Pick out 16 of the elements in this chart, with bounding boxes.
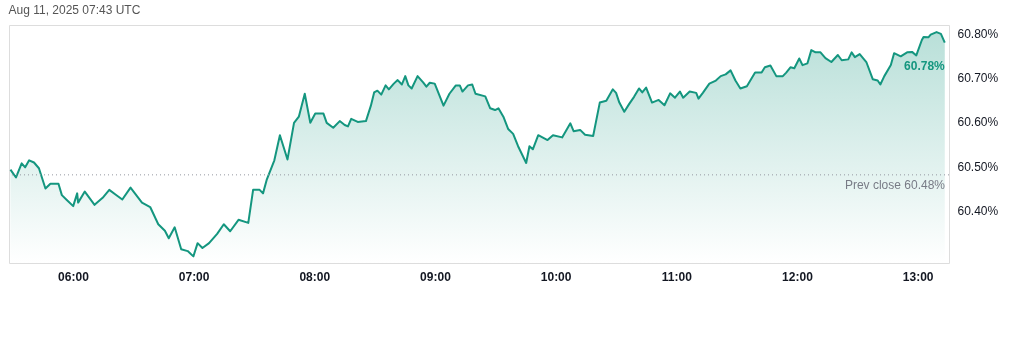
x-tick-label: 06:00 [58, 269, 90, 284]
y-tick-label: 60.80% [957, 27, 999, 42]
text: Aug 11, 2025 07:43 UTC [8, 3, 141, 17]
annotation: 60.78% [904, 58, 946, 73]
y-tick-label: 60.50% [957, 159, 999, 174]
x-tick-label: 09:00 [420, 269, 452, 284]
y-tick-label: 60.60% [957, 115, 999, 130]
x-tick-label: 10:00 [540, 269, 572, 284]
ref-line-label: Prev close 60.48% [844, 177, 946, 192]
y-tick-label: 60.40% [957, 203, 999, 218]
y-tick-label: 60.70% [957, 71, 999, 86]
x-tick-label: 13:00 [902, 269, 934, 284]
x-tick-label: 12:00 [782, 269, 814, 284]
x-tick-label: 11:00 [661, 269, 693, 284]
x-tick-label: 08:00 [299, 269, 331, 284]
x-tick-label: 07:00 [178, 269, 210, 284]
